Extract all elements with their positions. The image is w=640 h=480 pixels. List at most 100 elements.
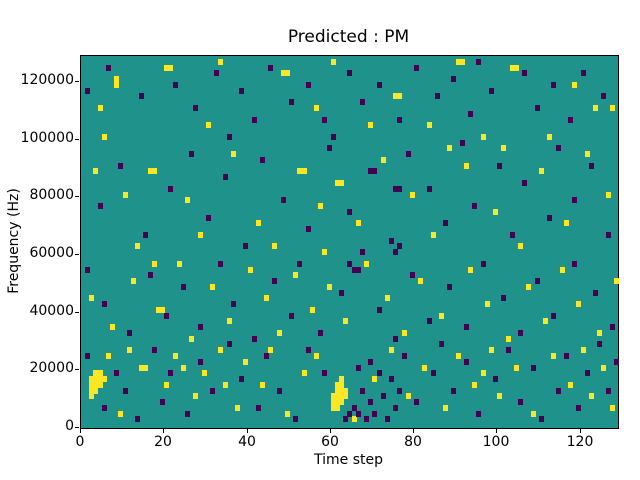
heatmap-cell [393, 405, 398, 411]
heatmap-cell [389, 376, 394, 382]
heatmap-cell [335, 405, 340, 411]
heatmap-cell [539, 416, 544, 422]
heatmap-cell [173, 353, 178, 359]
heatmap-cell [239, 376, 244, 382]
heatmap-cell [506, 347, 511, 353]
heatmap-cell [343, 318, 348, 324]
heatmap-cell [139, 365, 144, 371]
heatmap-cell [493, 376, 498, 382]
heatmap-cell [256, 220, 261, 226]
heatmap-cell [560, 267, 565, 273]
heatmap-cell [456, 59, 461, 65]
heatmap-cell [485, 301, 490, 307]
heatmap-cell [510, 232, 515, 238]
heatmap-cell [218, 261, 223, 267]
heatmap-cell [118, 411, 123, 417]
heatmap-cell [581, 347, 586, 353]
heatmap-cell [593, 105, 598, 111]
heatmap-cell [393, 249, 398, 255]
heatmap-cell [481, 261, 486, 267]
heatmap-cell [243, 243, 248, 249]
heatmap-cell [589, 163, 594, 169]
heatmap-cell [223, 382, 228, 388]
heatmap-cell [164, 313, 169, 319]
heatmap-cell [606, 192, 611, 198]
heatmap-cell [102, 376, 107, 382]
heatmap-cell [281, 197, 286, 203]
heatmap-cell [601, 365, 606, 371]
heatmap-cell [85, 88, 90, 94]
heatmap-cell [123, 192, 128, 198]
y-tick-mark [75, 427, 79, 428]
y-tick-mark [75, 254, 79, 255]
heatmap-cell [377, 82, 382, 88]
heatmap-cell [514, 365, 519, 371]
heatmap-cell [393, 186, 398, 192]
heatmap-cell [89, 388, 94, 394]
heatmap-cell [181, 365, 186, 371]
y-tick-mark [75, 139, 79, 140]
heatmap-cell [89, 376, 94, 382]
heatmap-cell [322, 117, 327, 123]
y-tick-label: 120000 [20, 72, 74, 88]
x-axis-label: Time step [314, 452, 383, 468]
heatmap-cell [285, 70, 290, 76]
heatmap-cell [202, 370, 207, 376]
heatmap-cell [164, 65, 169, 71]
heatmap-cell [89, 295, 94, 301]
heatmap-cell [281, 70, 286, 76]
heatmap-cell [364, 416, 369, 422]
heatmap-cell [339, 393, 344, 399]
heatmap-cell [206, 215, 211, 221]
heatmap-cell [347, 411, 352, 417]
heatmap-cell [193, 393, 198, 399]
heatmap-cell [364, 261, 369, 267]
heatmap-cell [168, 186, 173, 192]
heatmap-cell [164, 382, 169, 388]
heatmap-cell [339, 376, 344, 382]
heatmap-cell [431, 370, 436, 376]
heatmap-cell [160, 399, 165, 405]
heatmap-cell [535, 278, 540, 284]
heatmap-cell [260, 382, 265, 388]
heatmap-cell [335, 382, 340, 388]
heatmap-cell [322, 370, 327, 376]
heatmap-cell [464, 324, 469, 330]
heatmap-cell [522, 180, 527, 186]
heatmap-cell [160, 307, 165, 313]
heatmap-cell [277, 330, 282, 336]
heatmap-cell [451, 76, 456, 82]
heatmap-cell [522, 70, 527, 76]
heatmap-cell [314, 353, 319, 359]
heatmap-cell [356, 267, 361, 273]
heatmap-cell [518, 399, 523, 405]
y-tick-label: 60000 [29, 245, 74, 261]
heatmap-cell [572, 261, 577, 267]
heatmap-cell [443, 405, 448, 411]
heatmap-cell [501, 295, 506, 301]
heatmap-cell [427, 122, 432, 128]
heatmap-cell [585, 370, 590, 376]
y-tick-mark [75, 369, 79, 370]
heatmap-cell [614, 278, 619, 284]
heatmap-cell [564, 220, 569, 226]
x-tick-mark [247, 429, 248, 433]
heatmap-cell [256, 405, 261, 411]
heatmap-cell [447, 284, 452, 290]
heatmap-cell [539, 168, 544, 174]
heatmap-cell [414, 65, 419, 71]
heatmap-cell [210, 388, 215, 394]
heatmap-cell [185, 411, 190, 417]
heatmap-cell [464, 359, 469, 365]
heatmap-cell [102, 134, 107, 140]
heatmap-cell [493, 209, 498, 215]
heatmap-cell [198, 359, 203, 365]
heatmap-cell [368, 359, 373, 365]
heatmap-cell [127, 330, 132, 336]
heatmap-cell [360, 388, 365, 394]
heatmap-cell [439, 341, 444, 347]
heatmap-cell [118, 163, 123, 169]
x-tick-label: 40 [238, 434, 256, 450]
heatmap-cell [168, 370, 173, 376]
heatmap-cell [297, 261, 302, 267]
